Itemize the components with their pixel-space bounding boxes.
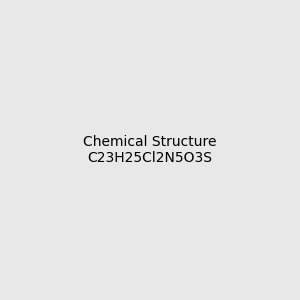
Text: Chemical Structure
C23H25Cl2N5O3S: Chemical Structure C23H25Cl2N5O3S [83,135,217,165]
